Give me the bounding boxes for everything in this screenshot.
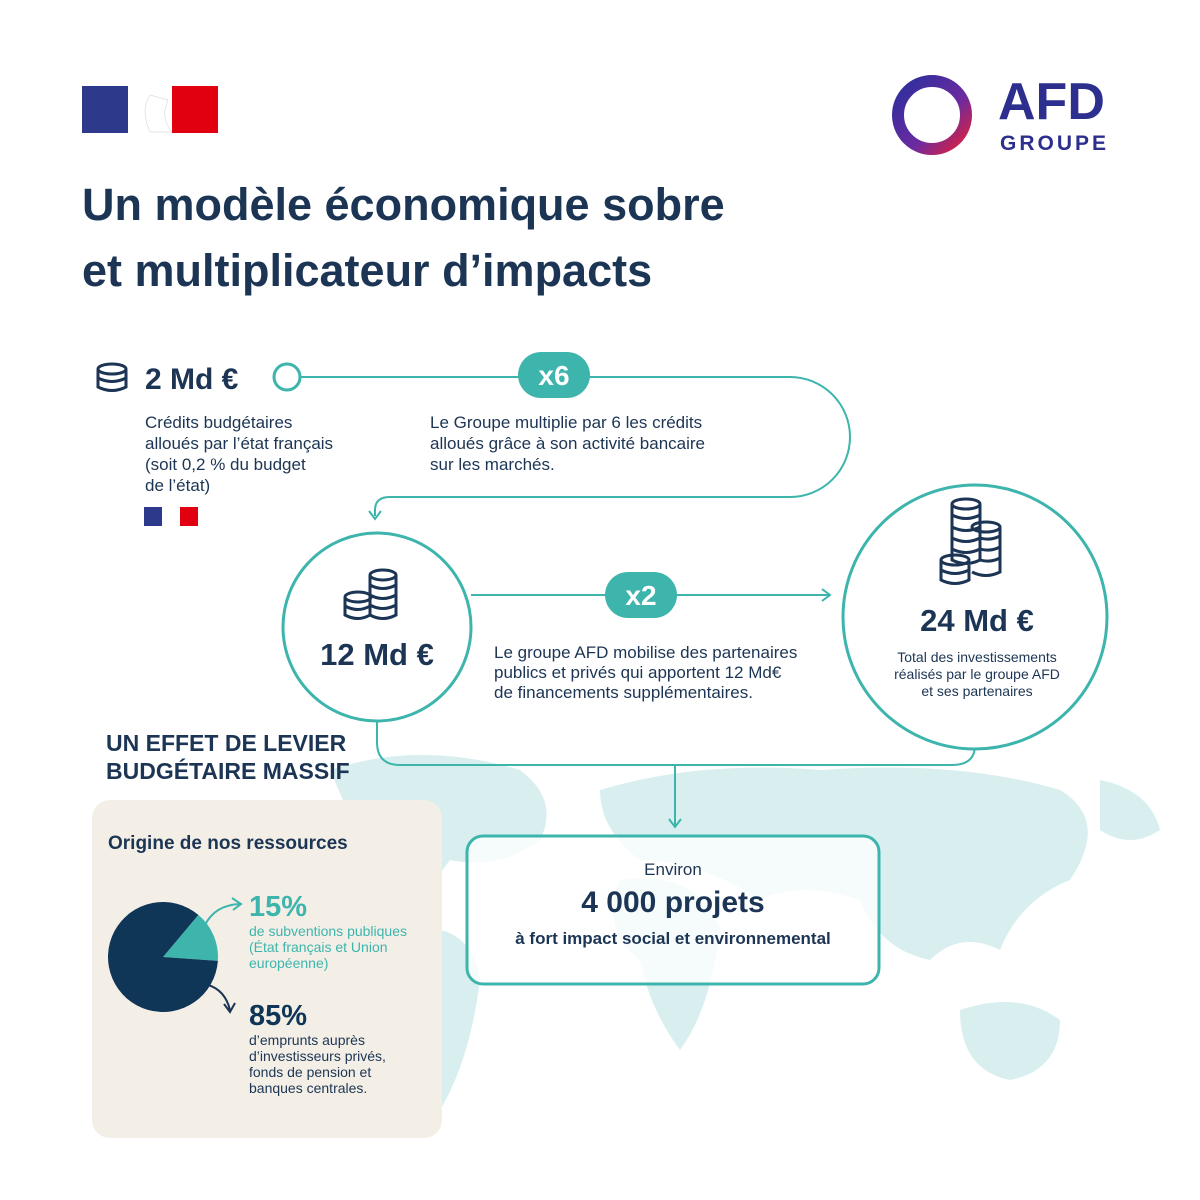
title-line: et multiplicateur d’impacts: [82, 245, 652, 296]
leverage-line: BUDGÉTAIRE MASSIF: [106, 757, 350, 784]
connector: [300, 376, 851, 516]
arrow: [368, 510, 382, 521]
total-description: Total des investissements: [897, 649, 1057, 665]
share-description: banques centrales.: [249, 1080, 367, 1096]
multiplier-label: x2: [625, 580, 656, 611]
afd-logo: AFD GROUPE: [892, 73, 1109, 155]
multiplier-description: alloués grâce à son activité bancaire: [430, 434, 705, 453]
small-flag: [144, 507, 198, 526]
resources-title: Origine de nos ressources: [108, 833, 348, 854]
connector: [668, 765, 682, 829]
share-description: (État français et Union: [249, 939, 388, 955]
share-description: de subventions publiques: [249, 923, 407, 939]
total-amount: 24 Md €: [920, 603, 1034, 638]
budget-amount: 2 Md €: [145, 363, 239, 396]
arrow: [207, 984, 236, 1014]
multiplier-description: Le Groupe multiplie par 6 les crédits: [430, 413, 702, 432]
share-description: fonds de pension et: [249, 1064, 371, 1080]
budget-description: de l’état): [145, 476, 210, 495]
logo-name: AFD: [998, 73, 1105, 131]
share-description: européenne): [249, 955, 328, 971]
budget-description: Crédits budgétaires: [145, 413, 292, 432]
pie-slice: [163, 914, 218, 961]
multiplier-description: de financements supplémentaires.: [494, 683, 753, 702]
leverage-line: UN EFFET DE LEVIER: [106, 730, 347, 756]
arrow: [204, 897, 243, 926]
pie-chart: [107, 901, 218, 1012]
multiplier-description: publics et privés qui apportent 12 Md€: [494, 663, 782, 682]
multiplier-description: Le groupe AFD mobilise des partenaires: [494, 643, 797, 662]
share-label: 85%: [249, 1000, 307, 1032]
coins-icon: [96, 362, 128, 392]
projects-count: 4 000 projets: [581, 886, 764, 919]
share-description: d’investisseurs privés,: [249, 1048, 386, 1064]
total-description: réalisés par le groupe AFD: [894, 666, 1060, 682]
total-circle: [841, 483, 1109, 751]
resources-panel: [92, 800, 442, 1138]
logo-subtitle: GROUPE: [1000, 132, 1109, 155]
multiplier-pill: [605, 572, 677, 618]
share-label: 15%: [249, 891, 307, 923]
total-description: et ses partenaires: [921, 683, 1032, 699]
multiplier-pill: [518, 352, 590, 398]
budget-description: (soit 0,2 % du budget: [145, 455, 306, 474]
start-dot: [272, 362, 302, 392]
share-description: d’emprunts auprès: [249, 1032, 365, 1048]
coins-icon: [939, 497, 1002, 585]
multiplier-label: x6: [538, 360, 569, 391]
coins-icon: [343, 568, 398, 620]
group-amount: 12 Md €: [320, 637, 434, 672]
pie-slice: [107, 901, 218, 1012]
budget-description: alloués par l’état français: [145, 434, 333, 453]
connector: [376, 721, 976, 766]
multiplier-description: sur les marchés.: [430, 455, 555, 474]
projects-box: [465, 834, 881, 986]
title-line: Un modèle économique sobre: [82, 179, 725, 230]
projects-description: à fort impact social et environnemental: [515, 929, 831, 948]
projects-intro: Environ: [644, 860, 702, 879]
amount-circle: [281, 531, 473, 723]
republique-logo: [82, 86, 218, 133]
